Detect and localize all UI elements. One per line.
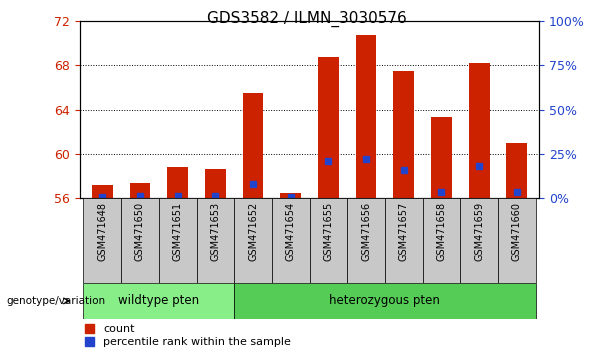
Text: GSM471654: GSM471654 [286, 202, 295, 261]
Text: GSM471660: GSM471660 [512, 202, 522, 261]
Legend: count, percentile rank within the sample: count, percentile rank within the sample [85, 324, 291, 347]
Bar [356, 35, 376, 198]
FancyBboxPatch shape [197, 198, 234, 283]
Bar [469, 63, 490, 198]
FancyBboxPatch shape [498, 198, 536, 283]
Text: GSM471657: GSM471657 [399, 202, 409, 261]
Text: GSM471653: GSM471653 [210, 202, 220, 261]
Text: genotype/variation: genotype/variation [6, 296, 105, 306]
FancyBboxPatch shape [347, 198, 385, 283]
Bar [506, 143, 527, 198]
Bar [280, 193, 301, 198]
FancyBboxPatch shape [460, 198, 498, 283]
Bar [205, 170, 226, 198]
Bar [318, 57, 339, 198]
FancyBboxPatch shape [310, 198, 347, 283]
Text: wildtype pten: wildtype pten [118, 295, 199, 307]
FancyBboxPatch shape [234, 283, 536, 319]
Text: GSM471651: GSM471651 [173, 202, 183, 261]
Text: GSM471659: GSM471659 [474, 202, 484, 261]
Bar [431, 118, 452, 198]
Text: GSM471648: GSM471648 [97, 202, 107, 261]
Text: GSM471656: GSM471656 [361, 202, 371, 261]
Text: GSM471650: GSM471650 [135, 202, 145, 261]
Text: GSM471655: GSM471655 [324, 202, 333, 261]
FancyBboxPatch shape [422, 198, 460, 283]
Bar [167, 167, 188, 198]
Bar [243, 93, 264, 198]
Text: heterozygous pten: heterozygous pten [330, 295, 440, 307]
Text: GSM471652: GSM471652 [248, 202, 258, 261]
Text: GDS3582 / ILMN_3030576: GDS3582 / ILMN_3030576 [207, 11, 406, 27]
Bar [92, 185, 113, 198]
FancyBboxPatch shape [272, 198, 310, 283]
FancyBboxPatch shape [234, 198, 272, 283]
FancyBboxPatch shape [121, 198, 159, 283]
Bar [129, 183, 150, 198]
FancyBboxPatch shape [83, 198, 121, 283]
Bar [394, 71, 414, 198]
FancyBboxPatch shape [83, 283, 234, 319]
Text: GSM471658: GSM471658 [436, 202, 446, 261]
FancyBboxPatch shape [159, 198, 197, 283]
FancyBboxPatch shape [385, 198, 422, 283]
